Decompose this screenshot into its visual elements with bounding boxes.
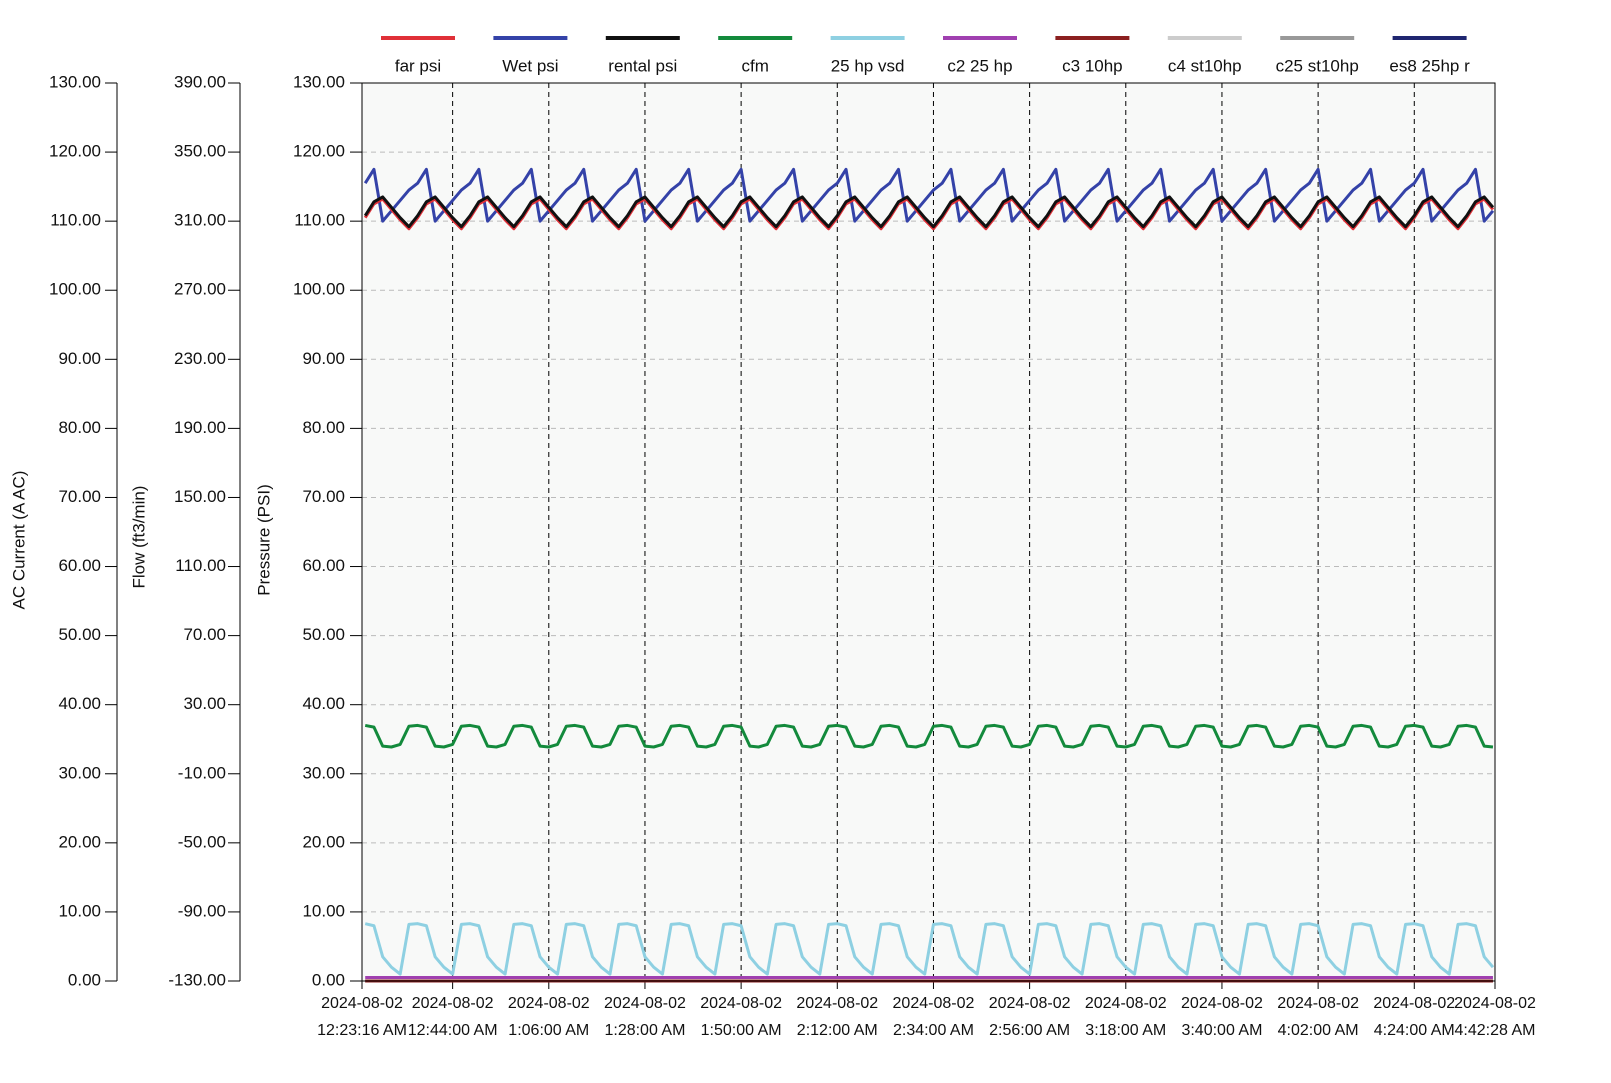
series-line: [364, 723, 1494, 749]
y-tick-label: 60.00: [302, 556, 345, 575]
legend-label: c2 25 hp: [947, 56, 1012, 75]
y2-tick-label: 110.00: [175, 556, 226, 575]
y3-tick-label: 60.00: [58, 556, 101, 575]
legend-label: c25 st10hp: [1276, 56, 1359, 75]
series-line: [363, 167, 1495, 223]
legend-label: es8 25hp r: [1389, 56, 1470, 75]
y-tick-label: 130.00: [293, 72, 345, 91]
y2-tick-label: 350.00: [174, 142, 226, 161]
legend-label: c4 st10hp: [1168, 56, 1242, 75]
y-tick-label: 30.00: [302, 763, 345, 782]
y2-tick-label: 30.00: [183, 694, 226, 713]
y-tick-label: 40.00: [302, 694, 345, 713]
y-tick-label: 10.00: [302, 901, 345, 920]
series-line: [363, 195, 1495, 229]
y3-tick-label: 50.00: [58, 625, 101, 644]
x-tick-label: 2024-08-02 4:24:00 AM: [1373, 995, 1456, 1039]
y2-tick-label: 270.00: [174, 280, 226, 299]
x-tick-label: 2024-08-02 12:23:16 AM: [317, 995, 407, 1039]
x-tick-label: 2024-08-02 4:42:28 AM: [1454, 995, 1536, 1039]
x-tick-label: 2024-08-02 4:02:00 AM: [1277, 995, 1360, 1039]
y2-tick-label: 230.00: [174, 349, 226, 368]
y3-tick-label: 40.00: [58, 694, 101, 713]
x-tick-label: 2024-08-02 12:44:00 AM: [407, 995, 498, 1039]
y-tick-label: 80.00: [302, 418, 345, 437]
y2-tick-label: -50.00: [178, 832, 226, 851]
y-tick-label: 0.00: [312, 970, 345, 989]
y3-tick-label: 80.00: [58, 418, 101, 437]
x-tick-label: 2024-08-02 2:12:00 AM: [796, 995, 879, 1039]
y-tick-label: 70.00: [302, 487, 345, 506]
y3-tick-label: 70.00: [58, 487, 101, 506]
x-tick-label: 2024-08-02 3:40:00 AM: [1181, 995, 1263, 1039]
y-tick-label: 90.00: [302, 349, 345, 368]
y3-tick-label: 0.00: [68, 970, 101, 989]
y3-tick-label: 120.00: [49, 142, 101, 161]
legend-label: rental psi: [608, 56, 677, 75]
y2-tick-label: 70.00: [183, 625, 226, 644]
y2-tick-label: -90.00: [178, 901, 226, 920]
y3-tick-label: 90.00: [58, 349, 101, 368]
y-tick-label: 120.00: [293, 142, 345, 161]
legend-label: far psi: [395, 56, 441, 75]
y2-tick-label: 190.00: [174, 418, 226, 437]
y3-axis-title: AC Current (A AC): [9, 471, 28, 610]
y3-tick-label: 30.00: [58, 763, 101, 782]
series-line: [364, 922, 1495, 976]
y2-tick-label: -10.00: [178, 763, 226, 782]
x-tick-label: 2024-08-02 2:56:00 AM: [988, 995, 1071, 1039]
y3-tick-label: 20.00: [58, 832, 101, 851]
plot-frame: [361, 82, 1496, 982]
y-tick-label: 110.00: [294, 211, 345, 230]
y3-tick-label: 10.00: [58, 901, 101, 920]
x-tick-label: 2024-08-02 2:34:00 AM: [892, 995, 975, 1039]
x-tick-label: 2024-08-02 3:18:00 AM: [1084, 995, 1167, 1039]
y2-tick-label: -130.00: [168, 970, 226, 989]
y2-tick-label: 150.00: [174, 487, 226, 506]
legend-label: c3 10hp: [1062, 56, 1123, 75]
y2-tick-label: 310.00: [174, 211, 226, 230]
y3-tick-label: 130.00: [49, 72, 101, 91]
plot-background: [362, 83, 1495, 981]
y-tick-label: 100.00: [293, 280, 345, 299]
y-axis-title: Pressure (PSI): [254, 484, 273, 595]
x-tick-label: 2024-08-02 1:50:00 AM: [700, 995, 783, 1039]
legend-label: cfm: [742, 56, 769, 75]
y3-tick-label: 100.00: [49, 280, 101, 299]
x-tick-label: 2024-08-02 1:28:00 AM: [604, 995, 686, 1039]
y2-tick-label: 390.00: [174, 72, 226, 91]
y3-tick-label: 110.00: [50, 211, 101, 230]
legend-label: Wet psi: [502, 56, 558, 75]
x-tick-label: 2024-08-02 1:06:00 AM: [507, 995, 590, 1039]
y-tick-label: 50.00: [302, 625, 345, 644]
y2-axis-title: Flow (ft3/min): [129, 486, 148, 589]
y-tick-label: 20.00: [302, 832, 345, 851]
legend-label: 25 hp vsd: [831, 56, 905, 75]
